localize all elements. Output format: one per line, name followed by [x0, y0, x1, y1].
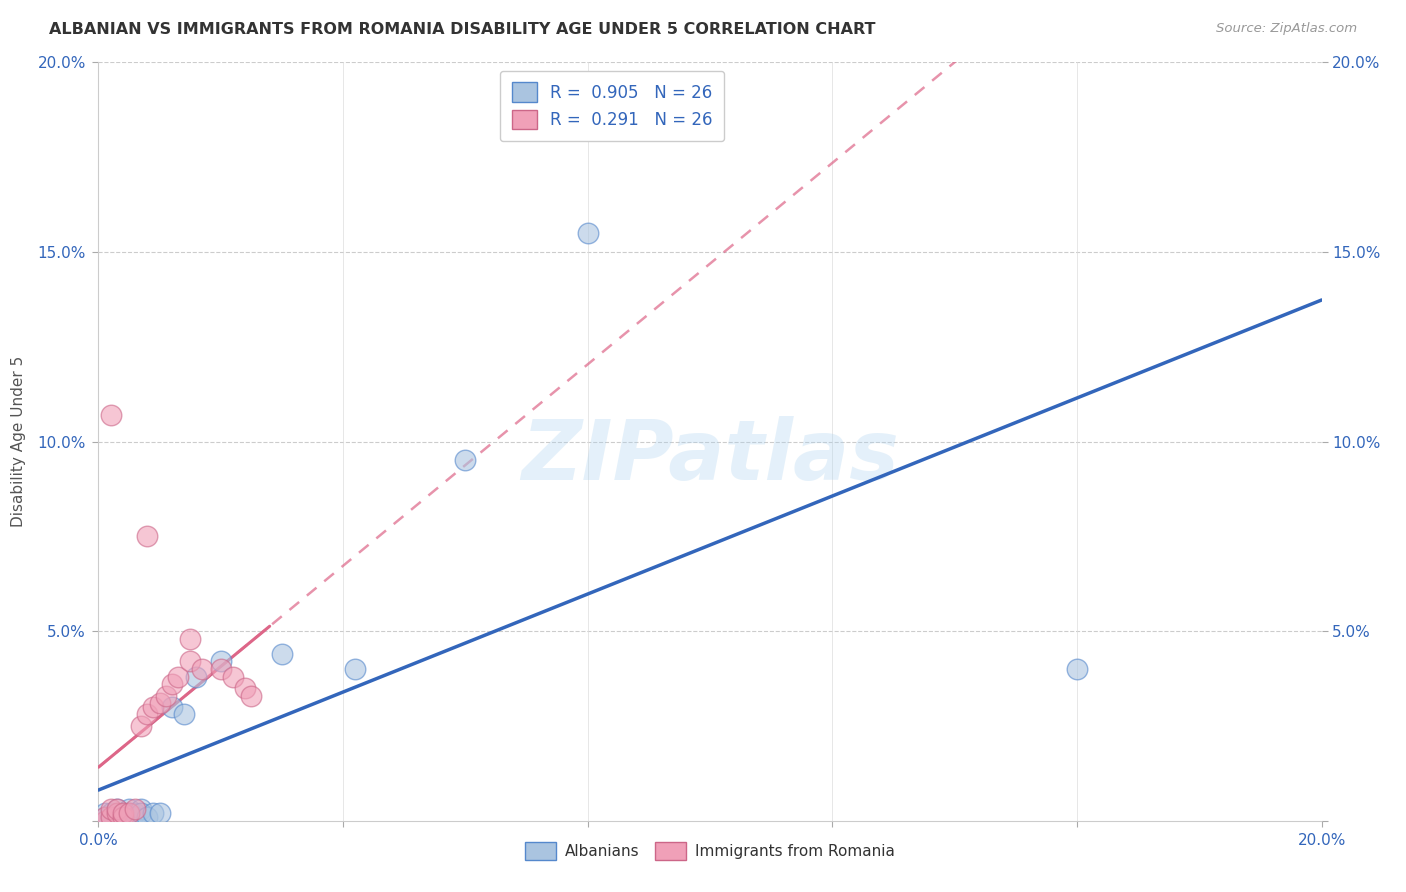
Point [149, 806, 172, 821]
Point [136, 810, 159, 824]
Point [129, 806, 152, 821]
Text: ALBANIAN VS IMMIGRANTS FROM ROMANIA DISABILITY AGE UNDER 5 CORRELATION CHART: ALBANIAN VS IMMIGRANTS FROM ROMANIA DISA… [49, 22, 876, 37]
Point [100, 810, 122, 824]
Point [186, 669, 208, 684]
Point [149, 696, 172, 710]
Point [179, 655, 201, 669]
Point [100, 408, 122, 422]
Point [93, 810, 115, 824]
Point [100, 802, 122, 816]
Point [576, 226, 599, 240]
Point [111, 806, 134, 821]
Point [105, 810, 128, 824]
Point [142, 806, 165, 821]
Point [118, 806, 141, 821]
Point [179, 632, 201, 646]
Point [209, 655, 232, 669]
Point [129, 719, 152, 733]
Point [233, 681, 256, 695]
Point [111, 806, 134, 821]
Point [270, 647, 292, 661]
Point [124, 802, 146, 816]
Point [118, 806, 141, 821]
Point [1066, 662, 1088, 676]
Point [118, 802, 141, 816]
Point [155, 689, 177, 703]
Point [105, 802, 128, 816]
Point [93, 814, 115, 828]
Point [105, 802, 128, 816]
Point [136, 529, 159, 543]
Point [124, 810, 146, 824]
Point [167, 669, 190, 684]
Y-axis label: Disability Age Under 5: Disability Age Under 5 [11, 356, 27, 527]
Point [160, 677, 183, 691]
Point [124, 806, 146, 821]
Point [100, 810, 122, 824]
Point [136, 707, 159, 722]
Point [100, 806, 122, 821]
Point [454, 453, 477, 467]
Text: ZIPatlas: ZIPatlas [522, 417, 898, 497]
Point [93, 810, 115, 824]
Point [93, 806, 115, 821]
Legend: Albanians, Immigrants from Romania: Albanians, Immigrants from Romania [519, 836, 901, 866]
Point [93, 814, 115, 828]
Point [191, 662, 214, 676]
Point [173, 707, 195, 722]
Text: Source: ZipAtlas.com: Source: ZipAtlas.com [1216, 22, 1357, 36]
Point [344, 662, 367, 676]
Point [129, 802, 152, 816]
Point [209, 662, 232, 676]
Point [105, 806, 128, 821]
Point [160, 699, 183, 714]
Point [111, 810, 134, 824]
Point [240, 689, 263, 703]
Point [222, 669, 245, 684]
Point [142, 699, 165, 714]
